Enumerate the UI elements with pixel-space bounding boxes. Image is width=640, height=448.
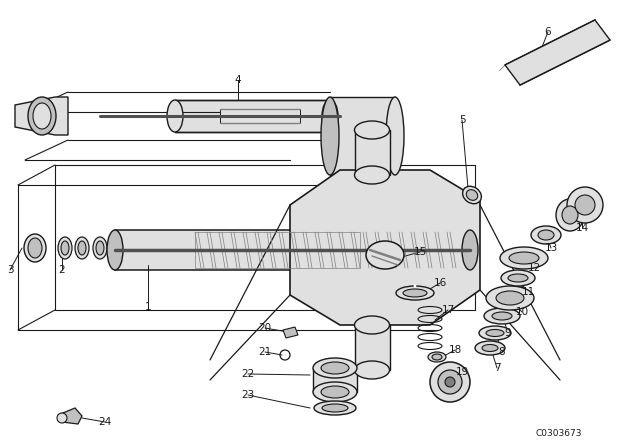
Ellipse shape (167, 100, 183, 132)
Text: 6: 6 (545, 27, 551, 37)
Polygon shape (15, 97, 68, 135)
Ellipse shape (486, 286, 534, 310)
Ellipse shape (479, 326, 511, 340)
Polygon shape (115, 230, 470, 270)
Text: 8: 8 (499, 347, 506, 357)
Polygon shape (58, 408, 82, 424)
Ellipse shape (428, 352, 446, 362)
Ellipse shape (314, 401, 356, 415)
Polygon shape (313, 368, 357, 392)
Text: 10: 10 (515, 307, 529, 317)
Ellipse shape (61, 241, 69, 255)
Ellipse shape (432, 354, 442, 360)
Text: 24: 24 (99, 417, 111, 427)
Text: 12: 12 (527, 263, 541, 273)
Ellipse shape (531, 226, 561, 244)
Text: 19: 19 (456, 367, 468, 377)
Ellipse shape (355, 361, 390, 379)
Polygon shape (283, 327, 298, 338)
Text: 5: 5 (459, 115, 465, 125)
Ellipse shape (467, 190, 477, 200)
Ellipse shape (403, 289, 427, 297)
Text: 1: 1 (145, 302, 151, 312)
Text: 11: 11 (522, 287, 534, 297)
Ellipse shape (96, 241, 104, 255)
Ellipse shape (78, 241, 86, 255)
Ellipse shape (313, 358, 357, 378)
Ellipse shape (396, 286, 434, 300)
Ellipse shape (538, 230, 554, 240)
Text: 2: 2 (59, 265, 65, 275)
Text: 17: 17 (442, 305, 454, 315)
Circle shape (438, 370, 462, 394)
Ellipse shape (500, 247, 548, 269)
Circle shape (430, 362, 470, 402)
Circle shape (445, 377, 455, 387)
Ellipse shape (75, 237, 89, 259)
Polygon shape (355, 130, 390, 175)
Ellipse shape (475, 341, 505, 355)
Ellipse shape (322, 404, 348, 412)
Ellipse shape (355, 166, 390, 184)
Ellipse shape (509, 252, 539, 264)
Polygon shape (290, 170, 480, 325)
Circle shape (57, 413, 67, 423)
Ellipse shape (313, 382, 357, 402)
Ellipse shape (321, 97, 339, 175)
Ellipse shape (562, 206, 578, 224)
Ellipse shape (462, 230, 478, 270)
Ellipse shape (24, 234, 46, 262)
Ellipse shape (366, 241, 404, 269)
Ellipse shape (322, 100, 338, 132)
Ellipse shape (58, 237, 72, 259)
Ellipse shape (386, 97, 404, 175)
Polygon shape (175, 100, 330, 132)
Ellipse shape (321, 386, 349, 398)
Text: 22: 22 (241, 369, 255, 379)
Ellipse shape (321, 362, 349, 374)
Text: 16: 16 (433, 278, 447, 288)
Ellipse shape (355, 316, 390, 334)
Ellipse shape (28, 238, 42, 258)
Polygon shape (505, 20, 610, 85)
Text: 23: 23 (241, 390, 255, 400)
Ellipse shape (355, 121, 390, 139)
Text: 9: 9 (505, 328, 511, 338)
Text: 15: 15 (413, 247, 427, 257)
Circle shape (575, 195, 595, 215)
Circle shape (567, 187, 603, 223)
Text: 20: 20 (259, 323, 271, 333)
Ellipse shape (486, 329, 504, 336)
Ellipse shape (556, 199, 584, 231)
Ellipse shape (508, 274, 528, 282)
Ellipse shape (482, 345, 498, 352)
Polygon shape (330, 97, 395, 175)
Text: 3: 3 (6, 265, 13, 275)
Polygon shape (355, 325, 390, 370)
Ellipse shape (484, 308, 520, 324)
Ellipse shape (33, 103, 51, 129)
Text: C0303673: C0303673 (535, 429, 582, 438)
Ellipse shape (463, 186, 481, 204)
Ellipse shape (496, 291, 524, 305)
Ellipse shape (28, 97, 56, 135)
Text: 14: 14 (575, 223, 589, 233)
Ellipse shape (107, 230, 123, 270)
Text: 4: 4 (235, 75, 241, 85)
Text: 13: 13 (545, 243, 557, 253)
Bar (220, 109, 300, 123)
Text: 7: 7 (493, 363, 500, 373)
Ellipse shape (492, 312, 512, 320)
Text: 21: 21 (259, 347, 271, 357)
Text: 18: 18 (449, 345, 461, 355)
Ellipse shape (501, 270, 535, 286)
Ellipse shape (93, 237, 107, 259)
